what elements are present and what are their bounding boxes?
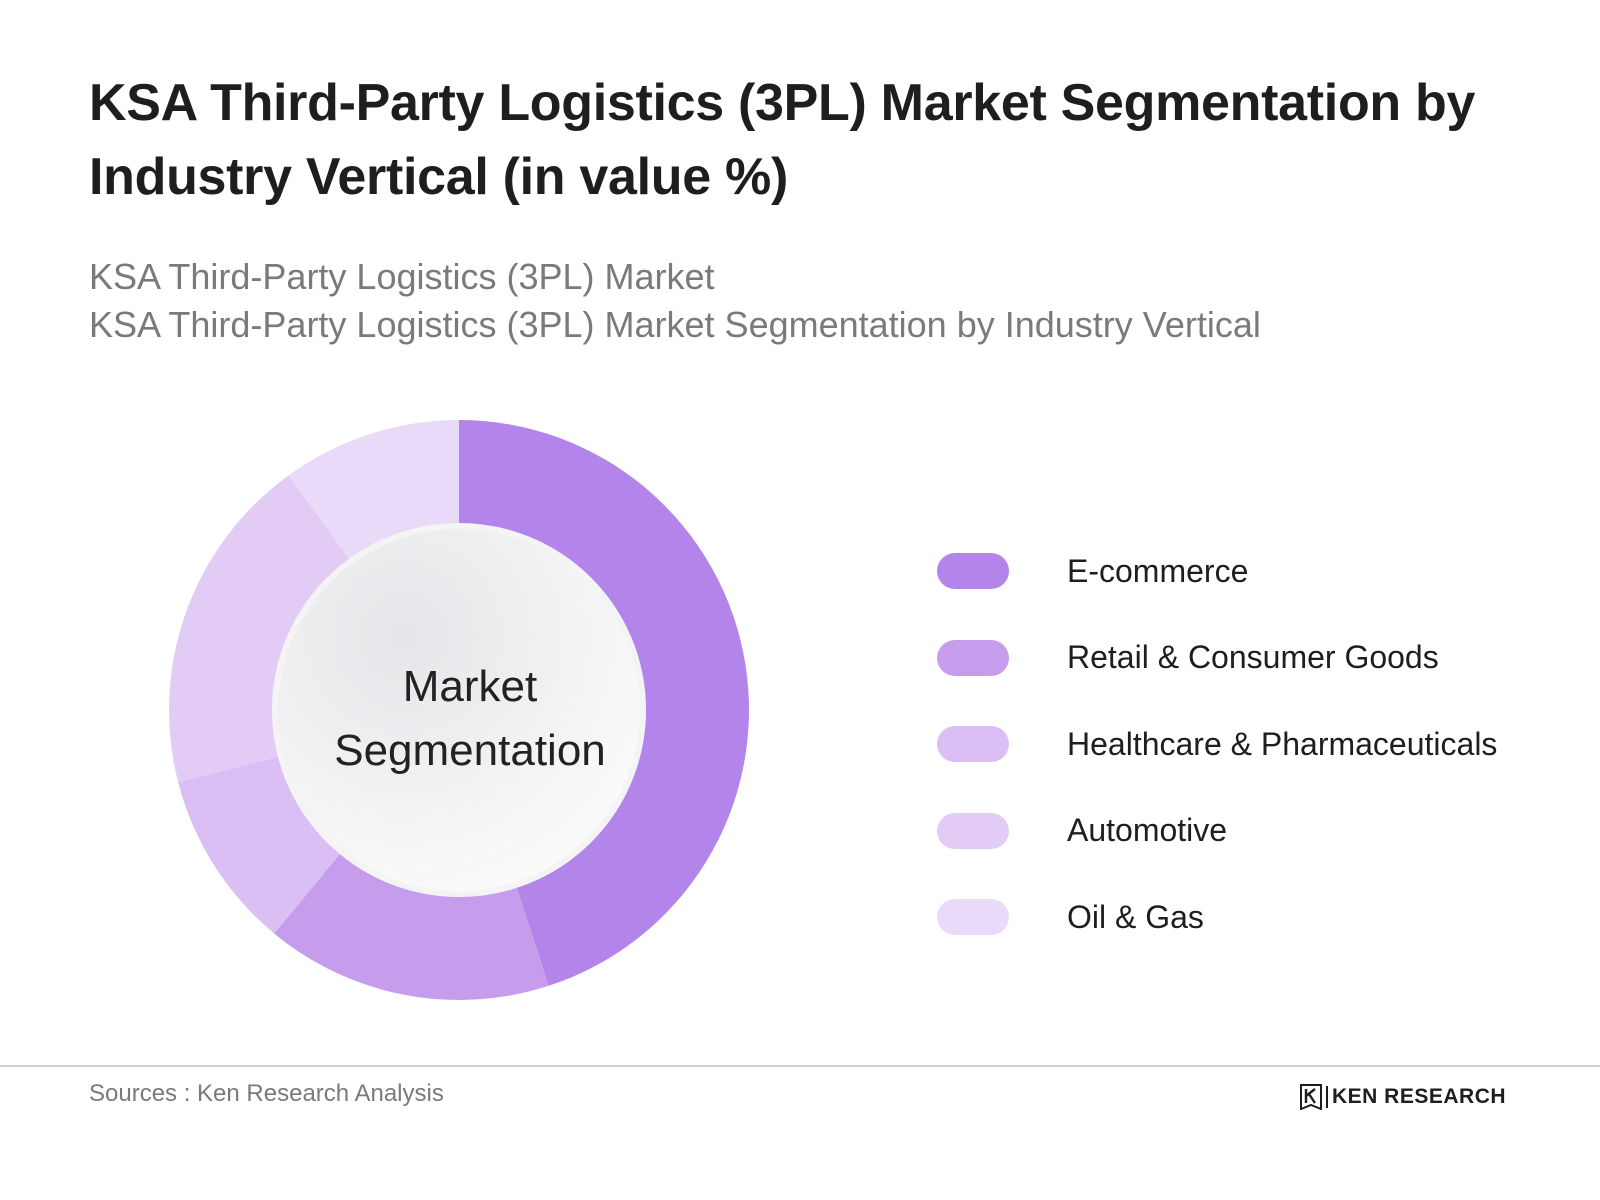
logo-separator (1326, 1086, 1328, 1108)
legend-swatch (937, 553, 1009, 590)
donut-slices (169, 420, 749, 1001)
donut-slice-automotive (169, 475, 354, 783)
legend-item: Retail & Consumer Goods (937, 615, 1497, 702)
legend-swatch (937, 899, 1009, 936)
ken-research-logo-icon (1300, 1084, 1322, 1110)
legend-label: Automotive (1067, 812, 1228, 849)
center-label-line-1: Market (402, 662, 538, 711)
ken-research-logo: KEN RESEARCH (1300, 1084, 1506, 1110)
legend-swatch (937, 639, 1009, 676)
legend-item: Oil & Gas (937, 874, 1497, 961)
donut-slice-retail-consumer-goods (274, 848, 549, 1001)
donut-chart (169, 420, 749, 1001)
chart-subtitle: KSA Third-Party Logistics (3PL) Market K… (89, 253, 1529, 349)
footer-divider (0, 1065, 1600, 1067)
legend-swatch (937, 726, 1009, 763)
legend-label: Oil & Gas (1067, 898, 1204, 935)
donut-center-label: Market Segmentation (280, 655, 660, 783)
subtitle-line-2: KSA Third-Party Logistics (3PL) Market S… (89, 304, 1261, 345)
legend-label: E-commerce (1067, 552, 1249, 589)
chart-legend: E-commerce Retail & Consumer Goods Healt… (937, 528, 1497, 961)
legend-swatch (937, 812, 1009, 849)
chart-title: KSA Third-Party Logistics (3PL) Market S… (89, 74, 1476, 206)
donut-center-disc (272, 523, 646, 897)
legend-item: Automotive (937, 788, 1497, 875)
legend-label: Retail & Consumer Goods (1067, 639, 1439, 676)
subtitle-line-1: KSA Third-Party Logistics (3PL) Market (89, 256, 715, 297)
source-note: Sources : Ken Research Analysis (89, 1080, 444, 1107)
legend-label: Healthcare & Pharmaceuticals (1067, 725, 1498, 762)
legend-item: Healthcare & Pharmaceuticals (937, 701, 1497, 788)
legend-item: E-commerce (937, 528, 1497, 615)
center-label-line-2: Segmentation (334, 726, 606, 775)
logo-text: KEN RESEARCH (1332, 1085, 1507, 1108)
donut-slice-e-commerce (459, 420, 749, 986)
